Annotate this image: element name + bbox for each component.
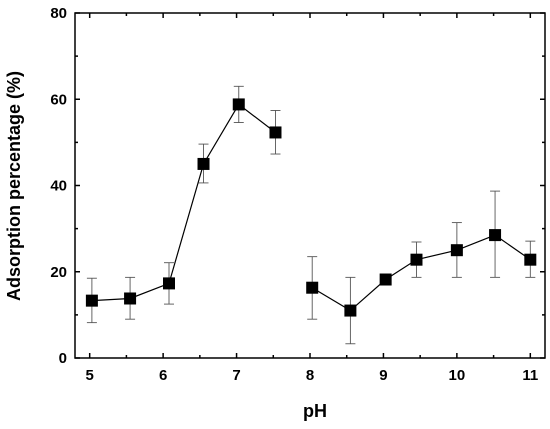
series-line (311, 234, 531, 312)
data-point (344, 304, 357, 317)
x-axis-title: pH (303, 401, 327, 421)
y-tick-label: 20 (50, 264, 67, 281)
data-point (85, 294, 98, 307)
x-tick-label: 6 (159, 367, 167, 384)
y-tick-label: 80 (50, 5, 67, 22)
y-axis-title: Adsorption percentage (%) (4, 71, 24, 301)
data-point (163, 277, 175, 290)
data-point (269, 126, 282, 139)
y-tick-label: 60 (50, 91, 67, 108)
plot-frame (74, 12, 546, 359)
y-tick-label: 40 (50, 178, 67, 195)
x-tick-label: 7 (232, 367, 240, 384)
data-point (410, 253, 423, 266)
x-tick-label: 11 (522, 367, 538, 384)
data-point (379, 273, 392, 286)
data-point (197, 157, 210, 170)
axes: 5 6 7 8 9 10 11 0 20 40 60 80 (50, 5, 546, 384)
data-marks (85, 85, 537, 345)
data-point (524, 253, 537, 266)
series-line (91, 103, 276, 302)
x-tick-label: 5 (86, 367, 94, 384)
data-point (450, 244, 463, 257)
x-tick-label: 8 (306, 367, 314, 384)
data-point (489, 229, 502, 242)
data-point (232, 98, 245, 111)
y-tick-label: 0 (59, 350, 67, 367)
x-tick-label: 9 (379, 367, 387, 384)
data-point (306, 281, 319, 294)
x-tick-label: 10 (449, 367, 466, 384)
data-point (124, 292, 137, 305)
